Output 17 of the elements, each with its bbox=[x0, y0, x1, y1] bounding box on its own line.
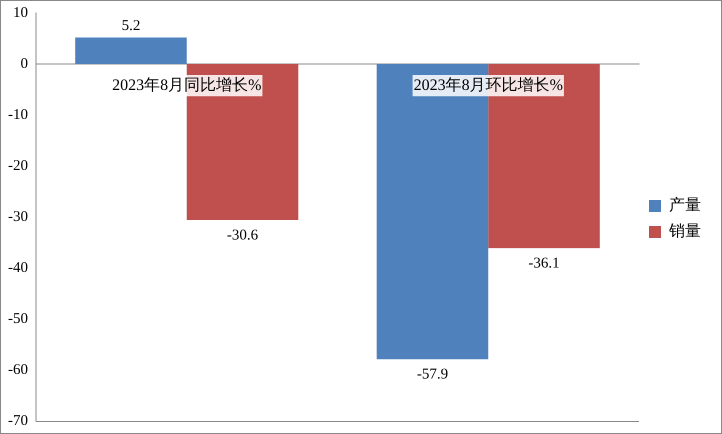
y-tick-label: 10 bbox=[12, 4, 28, 21]
legend-label: 产量 bbox=[669, 196, 701, 214]
data-label: -57.9 bbox=[416, 366, 448, 383]
y-tick-label: -10 bbox=[8, 106, 28, 123]
legend-label: 销量 bbox=[668, 223, 701, 240]
y-tick-label: -70 bbox=[8, 412, 28, 429]
x-tick-label: 2023年8月环比增长% bbox=[414, 76, 563, 94]
y-tick-label: -40 bbox=[8, 260, 28, 276]
data-label: 5.2 bbox=[122, 18, 140, 34]
y-tick-label: -60 bbox=[8, 362, 28, 378]
y-tick-label: -20 bbox=[8, 158, 28, 174]
data-label: -30.6 bbox=[226, 227, 259, 244]
y-tick-label: 0 bbox=[20, 56, 28, 72]
y-tick-label: -30 bbox=[8, 208, 28, 225]
x-tick-label: 2023年8月同比增长% bbox=[112, 76, 262, 94]
y-tick-label: -50 bbox=[8, 310, 28, 327]
data-label: -36.1 bbox=[528, 256, 560, 272]
